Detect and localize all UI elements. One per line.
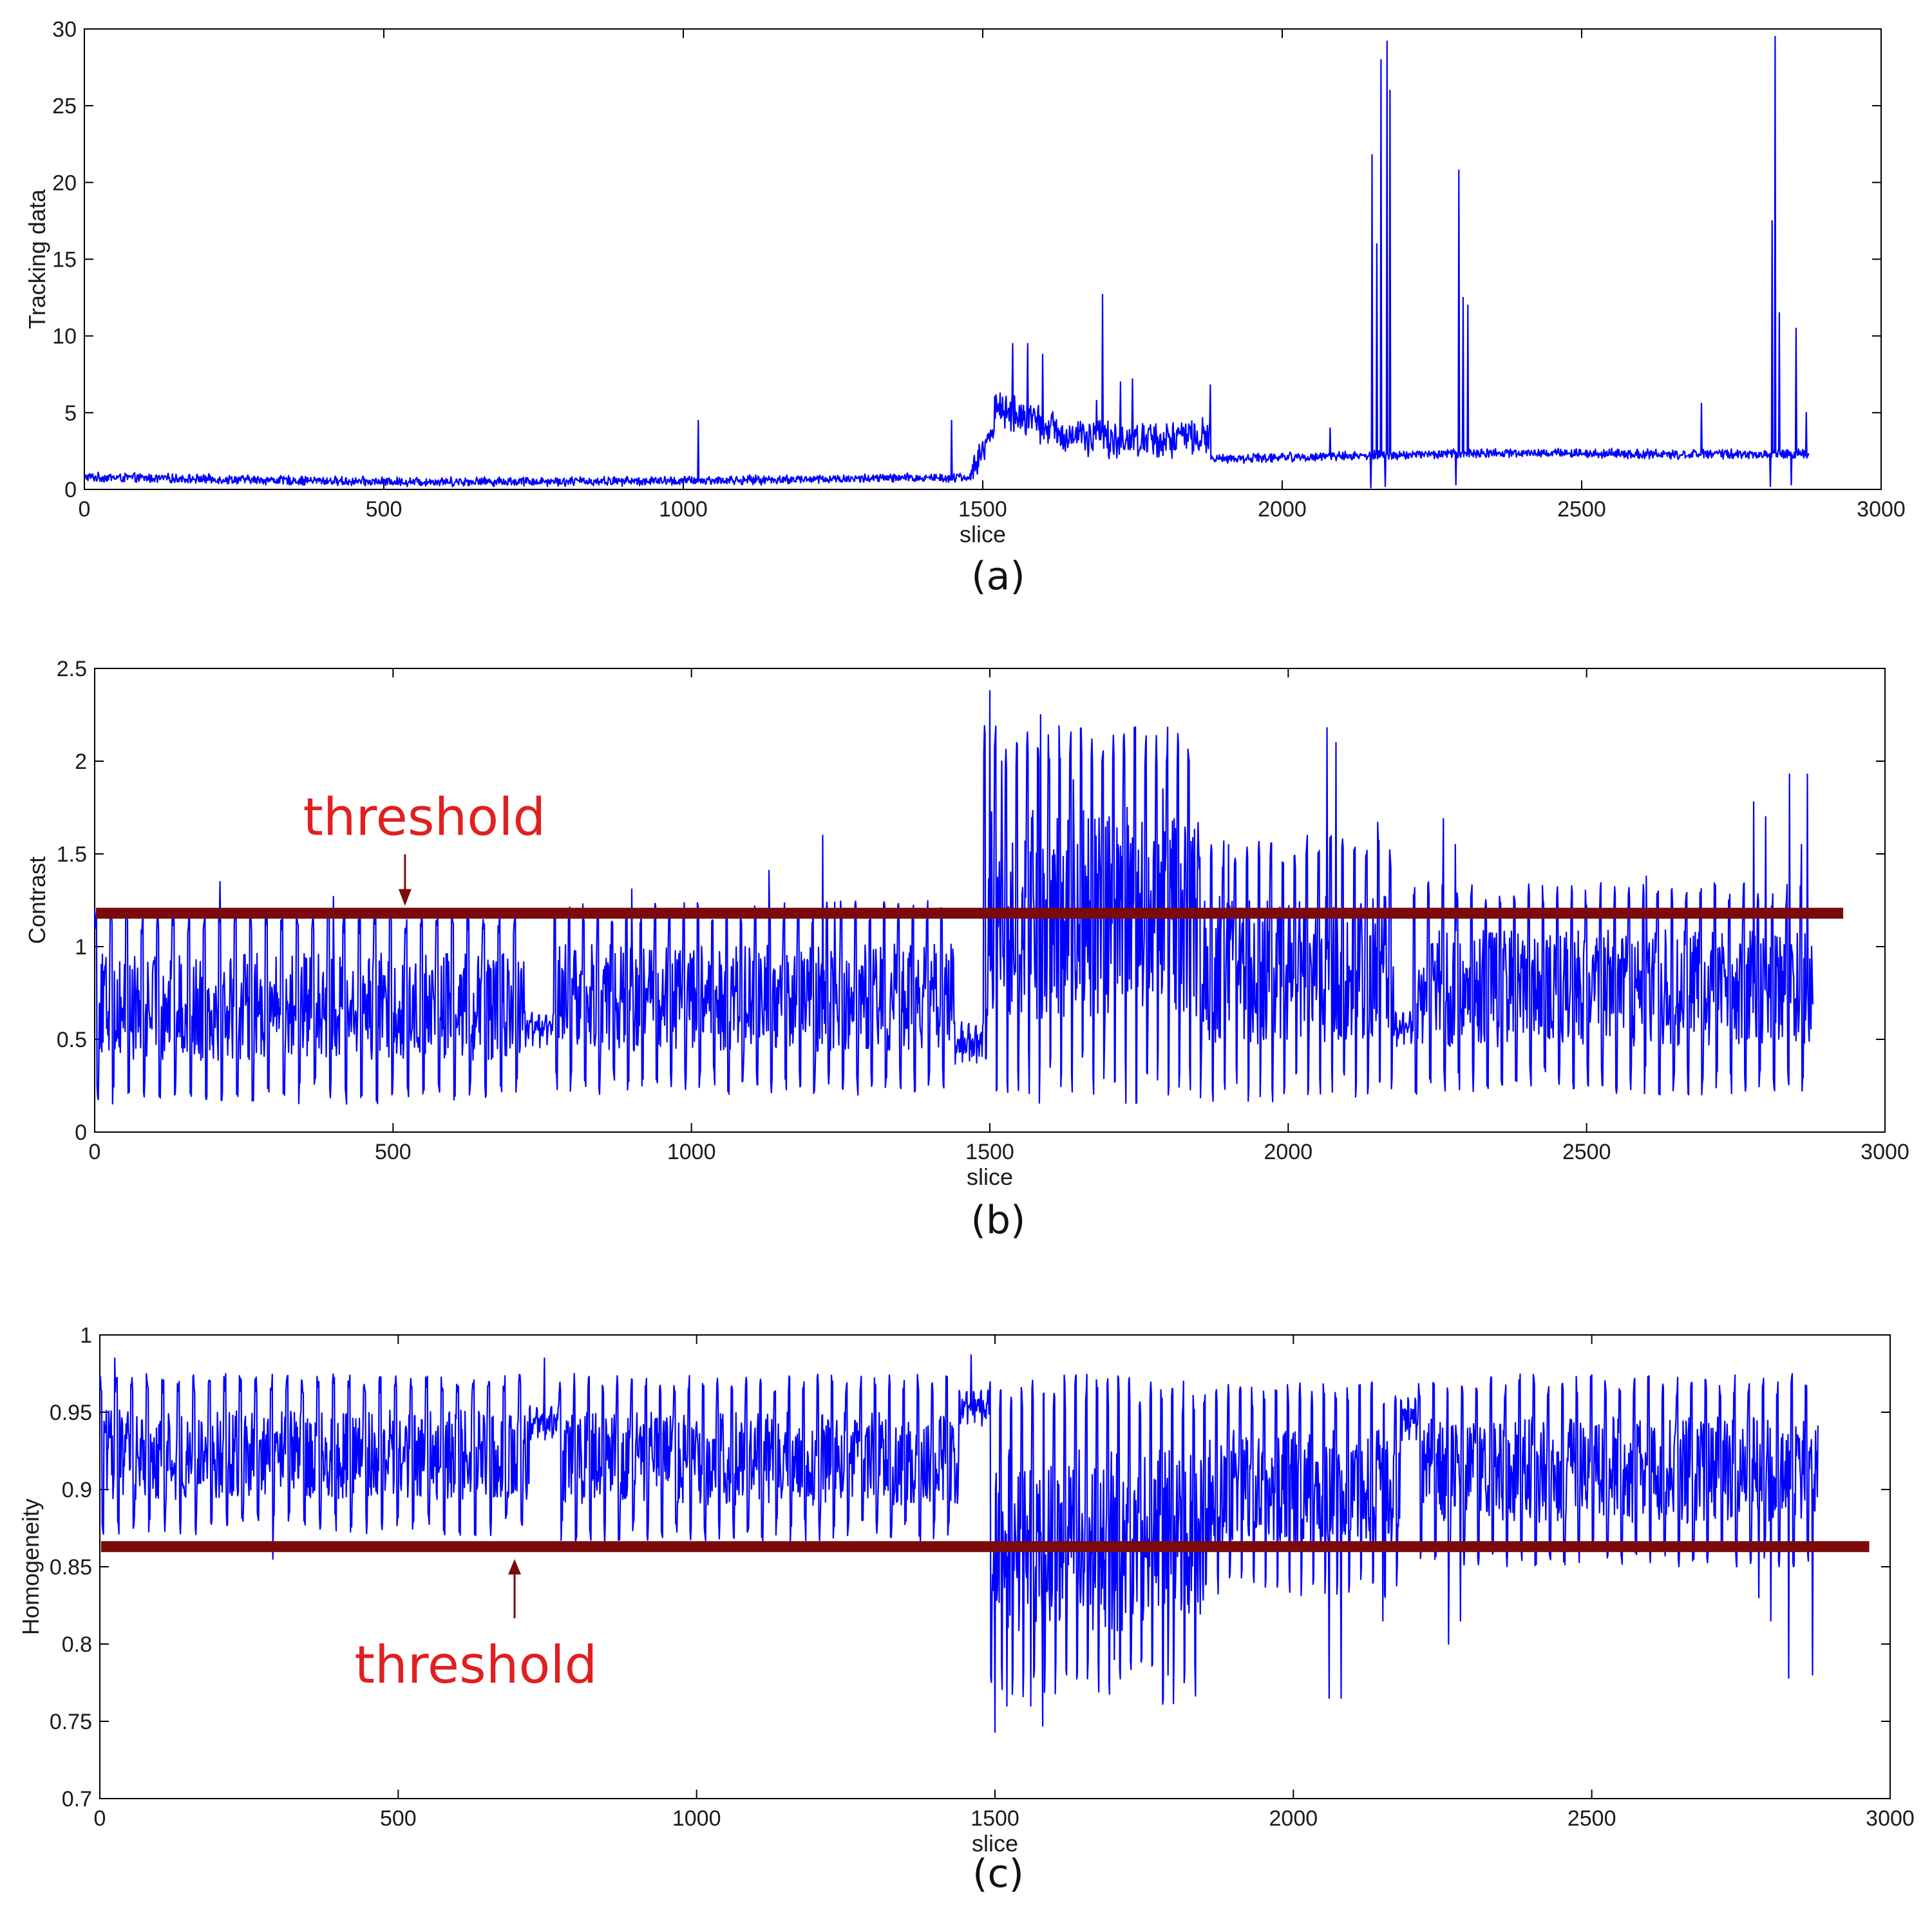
y-tick-label: 20 [52, 171, 77, 195]
series-line [93, 690, 1814, 1105]
y-axis-label: Homogeneity [17, 1499, 44, 1635]
y-tick-label: 0.95 [50, 1401, 92, 1425]
y-tick-label: 5 [64, 401, 77, 426]
y-tick-label: 0.85 [50, 1555, 92, 1580]
x-axis-label: slice [967, 1164, 1013, 1190]
y-tick-label: 25 [52, 94, 77, 118]
x-tick-label: 1500 [971, 1806, 1019, 1831]
panel-b: 0 500 1000 1500 2000 2500 3000 0 0.5 1 1.5 2 2.5 slic… [24, 657, 1909, 1243]
x-tick-label: 2500 [1567, 1806, 1616, 1831]
x-tick-label: 1500 [958, 497, 1007, 522]
x-tick-label: 1000 [659, 497, 708, 522]
x-tick-label: 0 [79, 497, 91, 522]
x-tick-label: 2000 [1258, 497, 1307, 522]
y-tick-label: 2 [75, 750, 87, 774]
y-axis-label: Tracking data [24, 189, 50, 329]
x-tick-label: 3000 [1857, 497, 1906, 522]
panel-label: (a) [971, 554, 1025, 599]
y-tick-label: 1.5 [57, 842, 87, 867]
x-tick-label: 1500 [965, 1140, 1014, 1164]
y-tick-label: 10 [52, 325, 77, 349]
x-tick-label: 500 [375, 1140, 412, 1164]
axes-frame [84, 28, 1882, 490]
panel-a: 0 500 1000 1500 2000 2500 3000 0 5 10 15 20 25 30 slic… [24, 17, 1906, 599]
x-tick-label: 1000 [672, 1806, 721, 1831]
x-tick-label: 2500 [1557, 497, 1606, 522]
x-tick-label: 500 [380, 1806, 417, 1831]
y-tick-label: 15 [52, 248, 77, 272]
y-tick-label: 0.75 [50, 1710, 92, 1734]
y-tick-label: 30 [52, 17, 77, 42]
y-tick-label: 0.9 [62, 1478, 92, 1502]
x-tick-label: 2000 [1269, 1806, 1318, 1831]
y-tick-label: 2.5 [57, 657, 87, 681]
y-tick-label: 0.7 [62, 1787, 92, 1811]
series-line [99, 1354, 1819, 1733]
x-tick-label: 2000 [1264, 1140, 1313, 1164]
y-axis-label: Contrast [24, 856, 50, 944]
y-tick-label: 1 [75, 935, 87, 960]
y-tick-label: 0.8 [62, 1632, 92, 1657]
x-tick-label: 3000 [1861, 1140, 1909, 1164]
x-tick-label: 1000 [667, 1140, 716, 1164]
threshold-annotation: threshold [355, 1635, 598, 1695]
y-tick-label: 0.5 [57, 1028, 87, 1052]
panel-label: (c) [972, 1851, 1024, 1896]
x-tick-label: 0 [94, 1806, 106, 1831]
threshold-annotation: threshold [303, 788, 545, 847]
x-axis-label: slice [972, 1830, 1018, 1857]
x-tick-label: 2500 [1562, 1140, 1611, 1164]
y-tick-label: 1 [80, 1323, 92, 1348]
threshold-arrow-head [398, 889, 412, 906]
x-tick-label: 0 [89, 1140, 101, 1164]
x-axis-label: slice [960, 521, 1006, 547]
x-tick-label: 3000 [1866, 1806, 1915, 1831]
x-tick-label: 500 [366, 497, 402, 522]
y-tick-label: 0 [75, 1120, 87, 1145]
y-tick-label: 0 [64, 478, 77, 502]
panel-c: 0 500 1000 1500 2000 2500 3000 0.7 0.75 0.8 0.85 0.… [17, 1323, 1915, 1896]
series-line [84, 35, 1810, 489]
threshold-arrow-head [508, 1559, 522, 1574]
panel-label: (b) [971, 1198, 1026, 1243]
